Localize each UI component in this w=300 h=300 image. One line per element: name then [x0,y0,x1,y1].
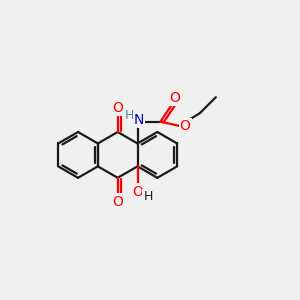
Text: O: O [112,194,123,208]
Text: N: N [134,113,144,127]
Text: O: O [180,119,190,133]
Text: O: O [132,184,143,199]
Text: O: O [169,91,180,105]
Text: H: H [125,109,134,122]
Text: H: H [143,190,153,203]
Text: O: O [112,101,123,115]
